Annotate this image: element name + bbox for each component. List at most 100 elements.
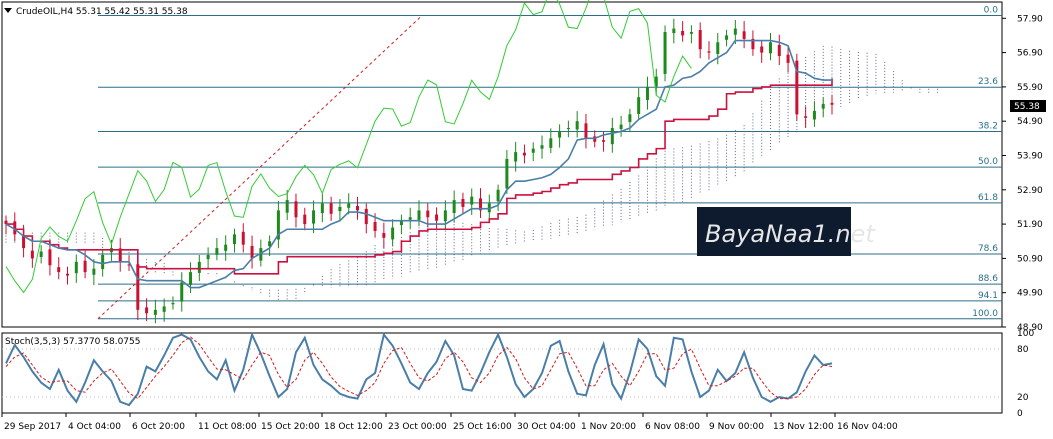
fib-level-label: 0.0 [984,6,999,16]
candle-body [48,249,52,266]
candle-body [39,251,43,258]
x-tick-label: 29 Sep 2017 [4,422,61,432]
fib-level-label: 94.1 [978,291,998,301]
y-tick-label: 51.90 [1017,220,1043,230]
candle-body [610,128,614,145]
candle-body [452,200,456,213]
candle-body [663,32,667,74]
candle-body [628,114,632,122]
dropdown-triangle-icon[interactable] [4,8,12,13]
chikou-span-line [5,0,692,294]
candle-body [505,158,509,189]
stoch-tick-label: 100 [1017,329,1034,339]
candle-body [338,206,342,212]
candle-body [795,60,799,115]
fib-level-label: 38.2 [978,121,998,131]
candle-body [531,148,535,153]
candle-body [681,30,685,36]
candle-body [698,30,702,50]
x-tick-label: 9 Nov 00:00 [709,422,764,432]
candle-body [707,51,711,53]
candle-body [162,306,166,312]
candle-body [777,44,781,57]
candle-body [742,31,746,39]
candle-body [320,203,324,214]
candle-body [426,210,430,218]
stoch-tick-label: 20 [1017,393,1029,403]
candle-body [654,76,658,87]
main-panel-frame [1,1,1003,328]
candle-body [435,214,439,221]
kijun-sen-line [6,78,833,275]
candle-body [760,46,764,53]
y-tick-label: 54.90 [1017,117,1043,127]
candle-body [768,42,772,54]
x-tick-label: 18 Oct 12:00 [324,422,383,432]
y-tick-label: 49.90 [1017,289,1043,299]
candle-body [821,104,825,109]
fib-level-label: 100.0 [972,309,998,319]
candle-body [566,128,570,130]
candle-body [733,28,737,35]
candle-body [408,217,412,220]
candle-body [496,189,500,202]
candle-body [329,203,333,214]
stoch-signal-line [5,336,833,400]
y-tick-label: 50.90 [1017,254,1043,264]
y-tick-label: 48.90 [1017,323,1043,333]
candle-body [118,248,122,262]
candle-body [347,203,351,208]
stoch-panel-frame [1,332,1003,414]
candle-body [637,97,641,114]
candle-body [241,231,245,245]
candle-body [540,145,544,149]
candle-body [725,35,729,40]
candle-body [575,121,579,130]
candle-body [549,138,553,148]
stoch-tick-label: 0 [1017,409,1023,419]
x-tick-label: 25 Oct 16:00 [453,422,512,432]
candle-body [373,222,377,231]
watermark-text: BayaNaa1.net [705,220,876,248]
candle-body [312,210,316,224]
y-tick-label: 55.90 [1017,83,1043,93]
candle-body [224,244,228,251]
candle-body [206,254,210,260]
candle-body [232,234,236,245]
candle-body [470,196,474,205]
candle-body [602,140,606,142]
x-tick-label: 4 Oct 04:00 [68,422,121,432]
candle-body [522,152,526,156]
y-tick-label: 56.90 [1017,49,1043,59]
y-tick-label: 52.90 [1017,186,1043,196]
fib-level-label: 23.6 [978,77,998,87]
watermark: BayaNaa1.net [697,207,876,256]
current-price-badge: 55.38 [1010,100,1046,112]
y-tick-label: 53.90 [1017,151,1043,161]
candle-body [215,248,219,255]
candle-body [136,264,140,310]
candle-body [382,233,386,238]
candle-body [22,235,26,249]
candle-body [153,309,157,315]
candle-body [294,201,298,218]
candle-body [399,220,403,226]
candle-body [250,245,254,259]
x-tick-label: 15 Oct 20:00 [261,422,320,432]
candle-body [689,32,693,34]
candle-body [30,250,34,259]
x-tick-label: 30 Oct 04:00 [517,422,576,432]
fib-level-label: 78.6 [978,244,998,254]
candle-body [101,254,105,270]
candle-body [4,220,8,225]
candle-body [57,267,61,273]
candle-body [672,28,676,34]
candle-body [619,124,623,130]
x-tick-label: 13 Nov 12:00 [773,422,834,432]
candle-body [189,272,193,285]
candle-body [364,208,368,225]
candle-body [127,264,131,266]
candle-body [74,261,78,274]
candle-body [391,227,395,240]
candle-body [171,302,175,305]
